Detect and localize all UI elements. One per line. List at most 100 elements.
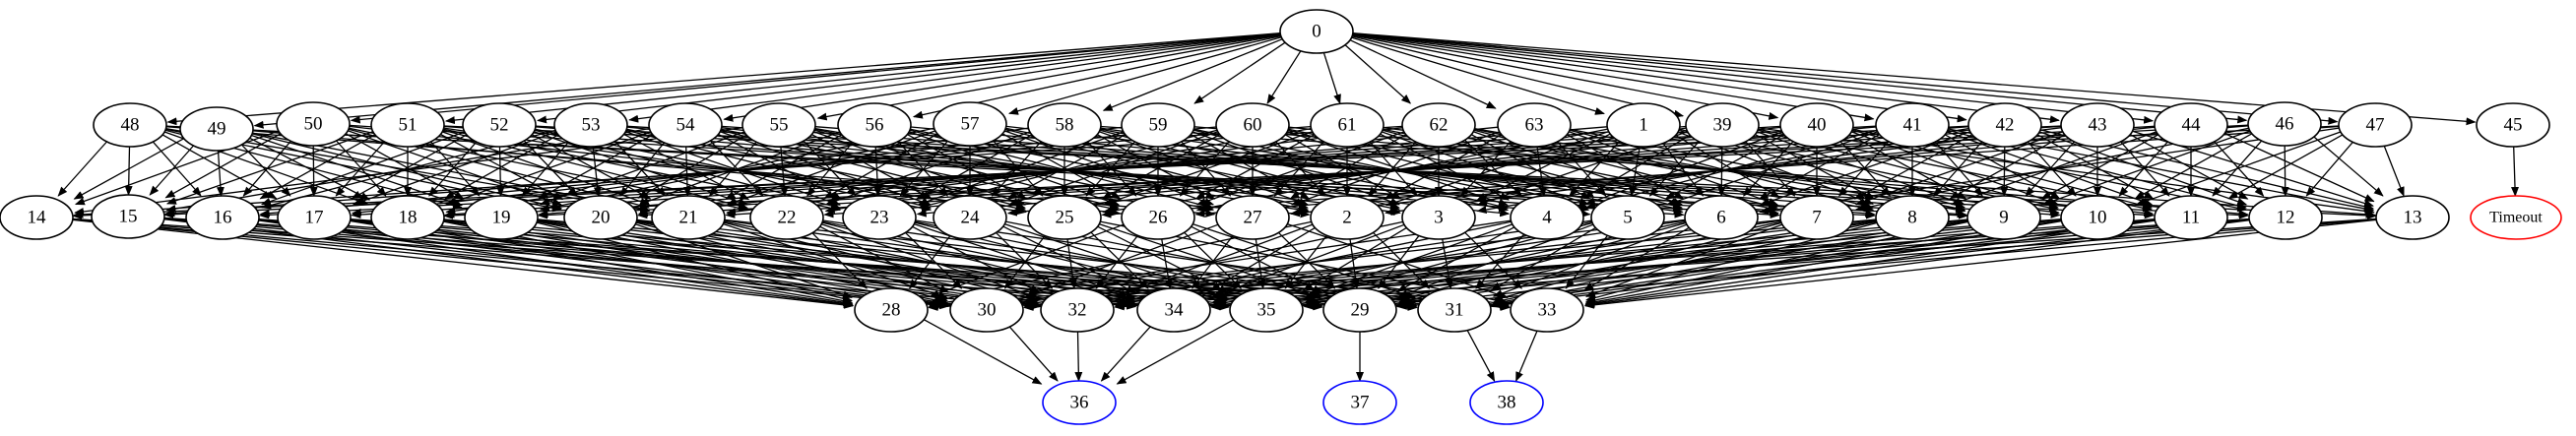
node-ellipse: [1417, 287, 1492, 333]
edge-12-to-32: [1114, 218, 2250, 311]
graph-node-23: 23: [842, 195, 917, 240]
graph-node-45: 45: [2476, 102, 2550, 148]
edge-50-to-16: [242, 139, 293, 197]
graph-node-27: 27: [1215, 195, 1290, 240]
node-label: 19: [492, 208, 511, 228]
graph-node-33: 33: [1510, 287, 1584, 333]
node-label: 30: [978, 300, 997, 321]
graph-node-37: 37: [1322, 380, 1397, 425]
node-ellipse: [1040, 287, 1115, 333]
node-label: 34: [1165, 300, 1185, 321]
edge-55-to-19: [539, 131, 745, 206]
node-label: 48: [121, 115, 140, 136]
node-ellipse: [1121, 102, 1195, 148]
edge-49-to-16: [216, 150, 225, 197]
edge-16-to-28: [258, 219, 854, 308]
edge-60-to-4: [1287, 130, 1509, 207]
node-ellipse: [1684, 195, 1759, 240]
edge-0-to-40: [1352, 34, 1779, 120]
node-label: 53: [582, 115, 601, 136]
node-label: 12: [2277, 208, 2295, 228]
edge-50-to-19: [345, 133, 465, 200]
node-label: 46: [2276, 114, 2294, 135]
node-label: 51: [399, 115, 418, 136]
node-ellipse: [462, 102, 537, 148]
edge-50-to-15: [164, 133, 282, 199]
node-label: 32: [1068, 300, 1087, 321]
node-ellipse: [1027, 102, 1102, 148]
graph-node-34: 34: [1136, 287, 1211, 333]
node-label: 26: [1149, 208, 1168, 228]
node-ellipse: [1322, 287, 1397, 333]
graph-node-62: 62: [1401, 102, 1476, 148]
node-ellipse: [1215, 195, 1290, 240]
graph-node-1: 1: [1606, 102, 1681, 148]
node-ellipse: [179, 106, 254, 152]
graph-node-30: 30: [949, 287, 1024, 333]
edge-53-to-20: [592, 146, 602, 197]
graph-node-10: 10: [2060, 195, 2135, 240]
node-label: 61: [1338, 115, 1357, 136]
node-label: 42: [1996, 115, 2015, 136]
graph-node-6: 6: [1684, 195, 1759, 240]
edge-44-to-9: [2040, 134, 2159, 200]
node-label: 15: [119, 207, 138, 227]
node-ellipse: [2060, 195, 2135, 240]
edge-45-to-Timeout: [2511, 146, 2520, 197]
node-label: 45: [2504, 115, 2523, 136]
edge-48-to-14: [57, 140, 109, 197]
node-ellipse: [370, 102, 445, 148]
node-ellipse: [553, 102, 628, 148]
node-label: 14: [28, 208, 47, 228]
edge-1-to-4: [1569, 139, 1622, 197]
edge-0-to-55: [816, 34, 1281, 121]
edge-31-to-38: [1465, 328, 1496, 382]
node-ellipse: [1310, 102, 1385, 148]
node-label: 43: [2089, 115, 2107, 136]
graph-node-54: 54: [648, 102, 723, 148]
node-ellipse: [2060, 102, 2135, 148]
graph-node-31: 31: [1417, 287, 1492, 333]
node-label: 20: [592, 208, 611, 228]
graph-node-2: 2: [1310, 195, 1385, 240]
graph-node-16: 16: [185, 195, 260, 240]
node-label: 33: [1538, 300, 1557, 321]
edge-50-to-17: [309, 145, 318, 197]
graph-node-38: 38: [1469, 380, 1544, 425]
node-label: 56: [866, 115, 884, 136]
edge-3-to-34: [1211, 223, 1405, 297]
node-label: 57: [961, 114, 980, 135]
node-ellipse: [854, 287, 929, 333]
node-label: 7: [1812, 208, 1822, 228]
graph-node-14: 14: [0, 195, 74, 240]
node-label: 54: [676, 115, 696, 136]
graph-node-4: 4: [1510, 195, 1584, 240]
edge-46-to-10: [2134, 133, 2253, 200]
graph-node-49: 49: [179, 106, 254, 152]
graph-node-39: 39: [1685, 102, 1760, 148]
node-ellipse: [276, 101, 351, 147]
node-label: 22: [778, 208, 797, 228]
edge-25-to-32: [1066, 238, 1077, 289]
edge-15-to-28: [163, 218, 854, 309]
node-label: 8: [1907, 208, 1917, 228]
node-label: 23: [870, 208, 889, 228]
edge-63-to-27: [1290, 131, 1501, 206]
edge-0-to-42: [1352, 33, 1967, 123]
graph-node-46: 46: [2247, 101, 2322, 147]
node-ellipse: [1497, 102, 1572, 148]
graph-node-44: 44: [2154, 102, 2228, 148]
edge-43-to-12: [2129, 134, 2249, 200]
edge-0-to-52: [537, 32, 1281, 124]
edge-56-to-25: [906, 134, 1028, 200]
edge-51-to-16: [259, 134, 376, 200]
graph-node-48: 48: [93, 102, 167, 148]
node-ellipse: [1401, 195, 1476, 240]
edge-17-to-28: [350, 219, 854, 307]
edge-32-to-36: [1074, 331, 1083, 382]
graph-node-51: 51: [370, 102, 445, 148]
node-ellipse: [1279, 9, 1354, 54]
graph-node-17: 17: [277, 195, 352, 240]
node-ellipse: [2247, 101, 2322, 147]
graph-node-18: 18: [370, 195, 445, 240]
